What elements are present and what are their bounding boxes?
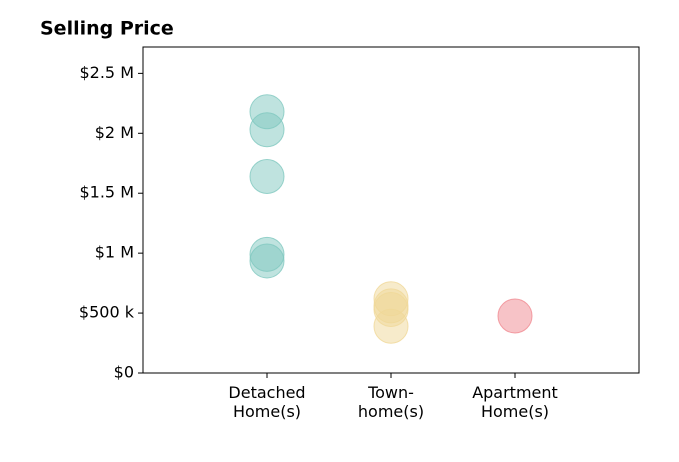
- point: [249, 158, 285, 194]
- y-tick-label: $2.5 M: [79, 63, 134, 82]
- point: [249, 112, 285, 148]
- y-tick-label: $500 k: [79, 303, 135, 322]
- y-tick-label: $2 M: [95, 123, 134, 142]
- y-tick-label: $1 M: [95, 243, 134, 262]
- point: [249, 243, 285, 279]
- y-tick-label: $0: [114, 363, 134, 382]
- x-tick-label: Detached Home(s): [228, 383, 305, 421]
- point: [373, 308, 409, 344]
- point: [497, 298, 533, 334]
- x-tick-label: Apartment Home(s): [472, 383, 558, 421]
- y-tick-label: $1.5 M: [79, 183, 134, 202]
- chart-title: Selling Price: [40, 18, 174, 40]
- x-tick-label: Town-home(s): [358, 383, 424, 421]
